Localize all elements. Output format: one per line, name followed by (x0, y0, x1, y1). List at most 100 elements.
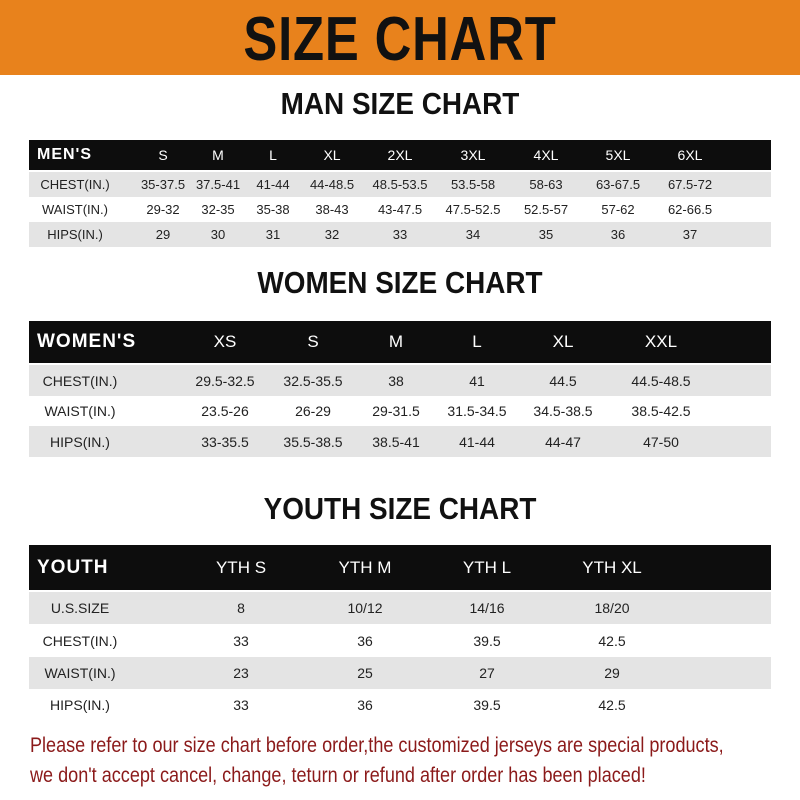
table-cell: 32.5-35.5 (283, 372, 343, 389)
size-column-header: YTH M (338, 557, 392, 577)
table-cell: 32 (324, 227, 340, 242)
size-column-header: 2XL (387, 147, 413, 163)
size-column-header: S (158, 147, 168, 163)
table-cell: 38.5-42.5 (631, 403, 691, 419)
table-cell: 36 (357, 632, 373, 649)
table-group-label: YOUTH (37, 556, 109, 578)
size-column-header: L (269, 147, 277, 163)
size-column-header: XS (213, 332, 237, 351)
table-cell: 29-31.5 (372, 403, 420, 419)
table-cell: 29 (155, 227, 171, 242)
table-cell: 29-32 (146, 202, 180, 217)
table-cell: 44.5 (549, 372, 577, 389)
measurement-label: WAIST(IN.) (44, 403, 116, 419)
table-cell: 34.5-38.5 (533, 403, 593, 419)
measurement-label: WAIST(IN.) (42, 202, 108, 217)
youth-header-row: YOUTH YTH S YTH M YTH L YTH XL (29, 545, 771, 590)
table-cell: 33 (392, 227, 408, 242)
women-section-title: WOMEN SIZE CHART (257, 265, 543, 300)
youth-section-title: YOUTH SIZE CHART (263, 491, 537, 526)
table-cell: 8 (237, 600, 245, 616)
table-cell: 30 (210, 227, 226, 242)
table-cell: 42.5 (598, 697, 626, 713)
size-column-header: L (472, 332, 482, 351)
table-cell: 37.5-41 (195, 177, 241, 192)
table-cell: 18/20 (594, 600, 630, 616)
notice-line-1: Please refer to our size chart before or… (30, 734, 724, 757)
measurement-label: HIPS(IN.) (50, 697, 110, 713)
table-cell: 37 (682, 227, 698, 242)
measurement-label: CHEST(IN.) (42, 372, 118, 389)
table-row: CHEST(IN.) 35-37.5 37.5-41 41-44 44-48.5 48.5… (29, 172, 771, 197)
table-group-label: MEN'S (37, 146, 93, 163)
women-header-row: WOMEN'S XS S M L XL XXL (29, 321, 771, 363)
table-cell: 52.5-57 (523, 202, 569, 217)
table-cell: 47-50 (643, 433, 679, 450)
table-cell: 58-63 (529, 177, 563, 192)
table-row: WAIST(IN.) 23.5-26 26-29 29-31.5 31.5-34.5 34… (29, 396, 771, 426)
size-column-header: YTH L (462, 557, 512, 577)
table-row: HIPS(IN.) 29 30 31 32 33 34 35 36 37 (29, 222, 771, 247)
table-cell: 34 (465, 227, 481, 242)
table-cell: 23 (233, 665, 249, 681)
table-cell: 38 (388, 372, 404, 389)
size-column-header: 6XL (677, 147, 703, 163)
table-row: WAIST(IN.) 23 25 27 29 (29, 657, 771, 689)
table-cell: 42.5 (598, 632, 626, 649)
table-cell: 26-29 (295, 403, 331, 419)
table-cell: 41-44 (256, 177, 290, 192)
size-column-header: XL (552, 332, 574, 351)
table-cell: 63-67.5 (595, 177, 641, 192)
table-cell: 33-35.5 (201, 433, 249, 450)
size-column-header: M (388, 332, 404, 351)
page-title: SIZE CHART (243, 5, 557, 74)
table-row: U.S.SIZE 8 10/12 14/16 18/20 (29, 592, 771, 624)
table-cell: 10/12 (347, 600, 383, 616)
size-column-header: YTH S (215, 557, 267, 577)
table-row: WAIST(IN.) 29-32 32-35 35-38 38-43 43-47.5 47.… (29, 197, 771, 222)
notice-line-2: we don't accept cancel, change, teturn o… (30, 764, 646, 787)
size-column-header: YTH XL (582, 557, 642, 577)
table-row: CHEST(IN.) 33 36 39.5 42.5 (29, 624, 771, 657)
men-header-row: MEN'S S M L XL 2XL 3XL 4XL 5XL 6XL (29, 140, 771, 170)
table-cell: 41 (469, 372, 485, 389)
table-group-label: WOMEN'S (37, 331, 137, 352)
table-cell: 38.5-41 (372, 433, 420, 450)
table-cell: 31 (265, 227, 281, 242)
table-cell: 35-37.5 (140, 177, 186, 192)
table-cell: 23.5-26 (201, 403, 249, 419)
table-cell: 41-44 (459, 433, 495, 450)
table-cell: 53.5-58 (450, 177, 496, 192)
table-cell: 62-66.5 (667, 202, 713, 217)
table-cell: 67.5-72 (667, 177, 713, 192)
table-cell: 29 (604, 665, 620, 681)
size-column-header: 3XL (460, 147, 486, 163)
measurement-label: WAIST(IN.) (44, 665, 116, 681)
size-column-header: XL (323, 147, 341, 163)
table-cell: 33 (233, 632, 249, 649)
table-cell: 36 (357, 697, 373, 713)
men-section-title: MAN SIZE CHART (280, 86, 520, 121)
table-cell: 36 (610, 227, 626, 242)
header-banner: SIZE CHART (0, 0, 800, 75)
table-cell: 25 (357, 665, 373, 681)
table-cell: 48.5-53.5 (372, 177, 428, 192)
table-row: CHEST(IN.) 29.5-32.5 32.5-35.5 38 41 44.5 44.5… (29, 365, 771, 396)
table-cell: 38-43 (315, 202, 349, 217)
measurement-label: HIPS(IN.) (47, 227, 103, 242)
table-cell: 29.5-32.5 (195, 372, 255, 389)
table-cell: 33 (233, 697, 249, 713)
size-column-header: 4XL (533, 147, 559, 163)
table-cell: 35-38 (256, 202, 290, 217)
table-cell: 35.5-38.5 (283, 433, 343, 450)
measurement-label: U.S.SIZE (50, 600, 110, 616)
table-cell: 57-62 (601, 202, 635, 217)
size-column-header: S (307, 332, 319, 351)
table-cell: 32-35 (201, 202, 235, 217)
table-cell: 39.5 (473, 697, 501, 713)
table-row: HIPS(IN.) 33-35.5 35.5-38.5 38.5-41 41-44 44-… (29, 426, 771, 457)
table-cell: 27 (479, 665, 495, 681)
table-cell: 35 (538, 227, 554, 242)
table-cell: 43-47.5 (377, 202, 423, 217)
table-cell: 47.5-52.5 (445, 202, 501, 217)
